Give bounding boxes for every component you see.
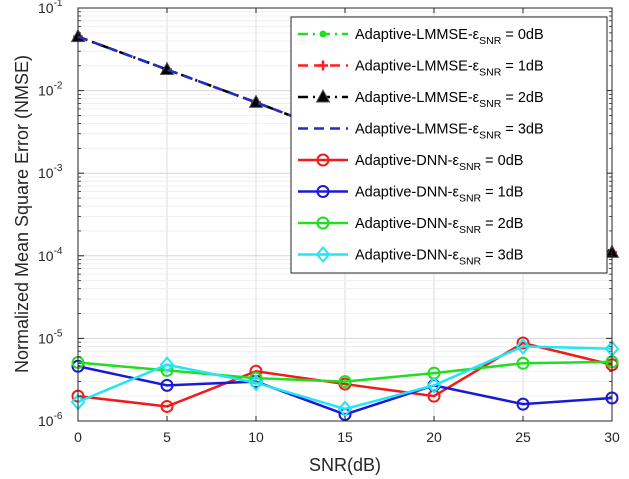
legend-entry-label: Adaptive-LMMSE-εSNR = 0dB: [355, 27, 544, 47]
legend-name: Adaptive-LMMSE-ε: [355, 27, 480, 43]
y-tick-base: 10: [38, 248, 54, 264]
x-tick-label: 0: [74, 429, 82, 445]
legend-suffix: = 0dB: [501, 27, 543, 43]
legend-swatch-marker: [316, 153, 330, 167]
y-tick-label: 10-3: [38, 163, 63, 181]
legend-swatch-marker: [315, 245, 331, 264]
series-point: [516, 336, 530, 350]
y-tick-exponent: -4: [54, 246, 63, 257]
x-tick-label: 15: [337, 429, 353, 445]
y-tick-exponent: -5: [54, 328, 63, 339]
legend-entry-label: Adaptive-LMMSE-εSNR = 1dB: [355, 59, 544, 79]
x-axis-label: SNR(dB): [309, 455, 381, 475]
x-tick-label: 20: [426, 429, 442, 445]
y-tick-exponent: -1: [54, 0, 63, 9]
legend-name: Adaptive-LMMSE-ε: [355, 90, 480, 106]
series-point: [516, 356, 530, 370]
legend-box: [290, 16, 608, 274]
series-line: [77, 345, 613, 411]
series-point: [338, 375, 352, 389]
legend-subscript: SNR: [479, 35, 502, 47]
legend-name: Adaptive-LMMSE-ε: [355, 122, 480, 138]
legend-name: Adaptive-LMMSE-ε: [355, 59, 480, 75]
y-tick-base: 10: [38, 413, 54, 429]
y-tick-exponent: -2: [54, 81, 63, 92]
series-7: [70, 337, 620, 418]
legend: Adaptive-LMMSE-εSNR = 0dBAdaptive-LMMSE-…: [290, 16, 608, 274]
y-tick-exponent: -3: [54, 163, 63, 174]
y-tick-base: 10: [38, 83, 54, 99]
legend-subscript: SNR: [459, 161, 482, 173]
legend-suffix: = 0dB: [481, 153, 523, 169]
series-point: [248, 374, 264, 392]
legend-entry-label: Adaptive-DNN-εSNR = 0dB: [355, 153, 523, 173]
legend-suffix: = 3dB: [501, 122, 543, 138]
y-tick-label: 10-5: [38, 328, 63, 346]
legend-suffix: = 2dB: [501, 90, 543, 106]
legend-name: Adaptive-DNN-ε: [355, 248, 459, 264]
series-point: [160, 378, 174, 392]
x-tick-label: 10: [248, 429, 264, 445]
y-tick-exponent: -6: [54, 411, 63, 422]
legend-subscript: SNR: [479, 130, 502, 142]
legend-subscript: SNR: [459, 193, 482, 205]
x-tick-label: 25: [515, 429, 531, 445]
legend-subscript: SNR: [479, 98, 502, 110]
legend-entry-label: Adaptive-LMMSE-εSNR = 3dB: [355, 122, 544, 142]
x-tick-label: 5: [163, 429, 171, 445]
y-tick-label: 10-2: [38, 81, 63, 99]
legend-suffix: = 3dB: [481, 248, 523, 264]
y-axis-label: Normalized Mean Square Error (NMSE): [12, 55, 32, 373]
legend-swatch-marker: [318, 60, 328, 71]
legend-suffix: = 2dB: [481, 216, 523, 232]
series-point: [515, 337, 531, 355]
legend-name: Adaptive-DNN-ε: [355, 153, 459, 169]
legend-entry-label: Adaptive-DNN-εSNR = 1dB: [355, 185, 523, 205]
series-point: [516, 397, 530, 411]
y-tick-label: 10-6: [38, 411, 63, 429]
legend-entry-label: Adaptive-DNN-εSNR = 2dB: [355, 216, 523, 236]
legend-suffix: = 1dB: [481, 185, 523, 201]
series-point: [159, 356, 175, 374]
legend-subscript: SNR: [459, 224, 482, 236]
x-tick-label: 30: [604, 429, 620, 445]
legend-swatch-marker: [316, 185, 330, 198]
y-tick-base: 10: [38, 330, 54, 346]
y-tick-label: 10-1: [38, 0, 63, 16]
legend-swatch-marker: [315, 88, 331, 103]
legend-subscript: SNR: [479, 67, 502, 79]
series-line: [77, 341, 613, 408]
legend-subscript: SNR: [459, 256, 482, 268]
legend-entry-label: Adaptive-LMMSE-εSNR = 2dB: [355, 90, 544, 110]
y-tick-label: 10-4: [38, 246, 63, 264]
y-tick-base: 10: [38, 165, 54, 181]
series-point: [337, 400, 353, 418]
legend-swatch-marker: [319, 30, 327, 38]
series-point: [426, 376, 442, 394]
legend-swatch-marker: [316, 216, 330, 230]
legend-name: Adaptive-DNN-ε: [355, 216, 459, 232]
series-point: [160, 399, 174, 413]
legend-name: Adaptive-DNN-ε: [355, 185, 459, 201]
legend-entry-label: Adaptive-DNN-εSNR = 3dB: [355, 248, 523, 268]
legend-suffix: = 1dB: [501, 59, 543, 75]
y-tick-base: 10: [38, 0, 54, 16]
